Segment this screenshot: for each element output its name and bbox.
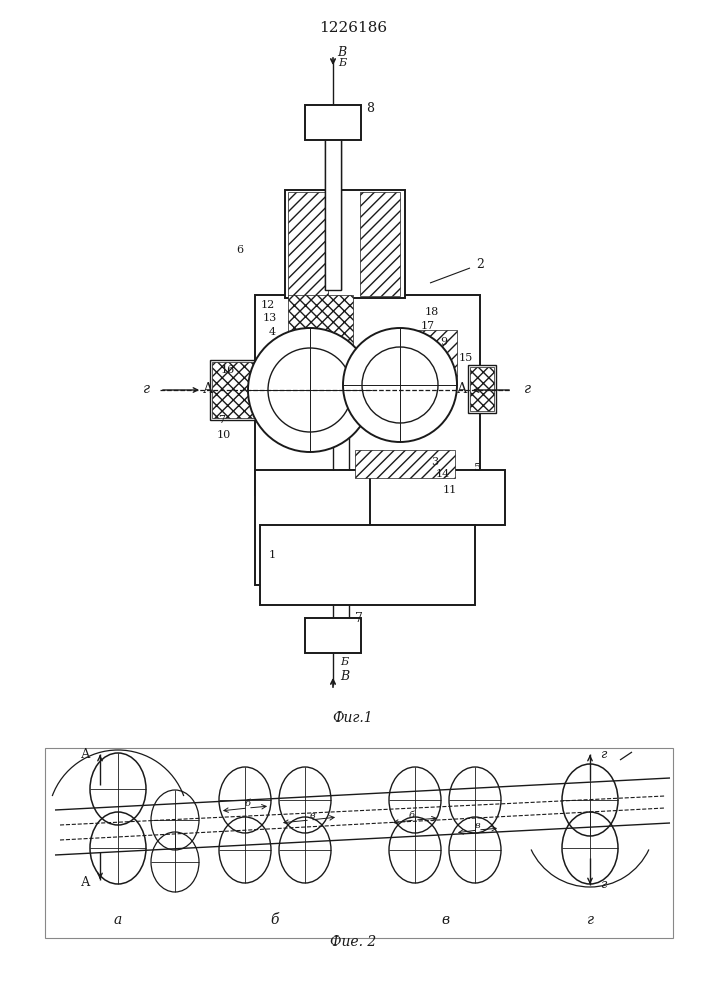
Bar <box>305 105 361 140</box>
Bar <box>212 362 256 418</box>
Text: 8: 8 <box>366 102 374 114</box>
Text: 5: 5 <box>474 463 481 473</box>
Bar <box>340 470 505 525</box>
Text: 6: 6 <box>236 245 244 255</box>
Text: 15: 15 <box>459 353 473 363</box>
Text: Фиг.1: Фиг.1 <box>333 711 373 725</box>
Text: 7: 7 <box>355 611 363 624</box>
Bar <box>45 748 673 938</box>
Text: в: в <box>309 810 315 820</box>
Bar <box>415 330 457 385</box>
Bar <box>285 190 405 298</box>
Text: 14: 14 <box>436 469 450 479</box>
Text: г: г <box>587 913 593 927</box>
Text: г: г <box>524 382 531 396</box>
Text: 4: 4 <box>269 327 276 337</box>
Text: б: б <box>409 810 415 820</box>
Text: 1226186: 1226186 <box>319 21 387 35</box>
Bar <box>260 525 475 605</box>
Text: 9: 9 <box>440 337 448 347</box>
Text: 2: 2 <box>476 258 484 271</box>
Text: г: г <box>600 748 607 760</box>
Text: А: А <box>81 876 90 888</box>
Bar <box>255 295 480 495</box>
Text: 11: 11 <box>443 485 457 495</box>
Text: в: в <box>474 820 480 830</box>
Bar <box>288 295 353 365</box>
Text: б: б <box>271 913 279 927</box>
Text: А: А <box>457 382 467 396</box>
Circle shape <box>248 328 372 452</box>
Bar <box>468 365 496 413</box>
Bar <box>470 367 494 411</box>
Bar <box>288 192 328 296</box>
Bar <box>305 618 361 653</box>
Circle shape <box>343 328 457 442</box>
Bar <box>255 470 370 585</box>
Text: 1: 1 <box>269 550 276 560</box>
Bar <box>355 450 455 478</box>
Text: в: в <box>441 913 449 927</box>
Text: Б: Б <box>340 657 348 667</box>
Text: А: А <box>81 748 90 760</box>
Text: В: В <box>337 45 346 58</box>
Text: Фие. 2: Фие. 2 <box>330 935 376 949</box>
Text: 7: 7 <box>218 415 226 425</box>
Bar <box>360 192 400 296</box>
Text: 10: 10 <box>217 430 231 440</box>
Text: 16: 16 <box>221 365 235 375</box>
Bar <box>210 360 258 420</box>
Text: 13: 13 <box>263 313 277 323</box>
Text: 17: 17 <box>421 321 435 331</box>
Text: б: б <box>245 798 251 808</box>
Text: А: А <box>203 382 214 396</box>
Bar <box>325 130 341 290</box>
Text: г: г <box>143 382 150 396</box>
Text: а: а <box>114 913 122 927</box>
Circle shape <box>268 348 352 432</box>
Circle shape <box>362 347 438 423</box>
Text: 12: 12 <box>261 300 275 310</box>
Text: г: г <box>600 879 607 892</box>
Text: 18: 18 <box>425 307 439 317</box>
Text: 3: 3 <box>431 457 438 467</box>
Text: В: В <box>340 670 349 684</box>
Text: Б: Б <box>338 58 346 68</box>
